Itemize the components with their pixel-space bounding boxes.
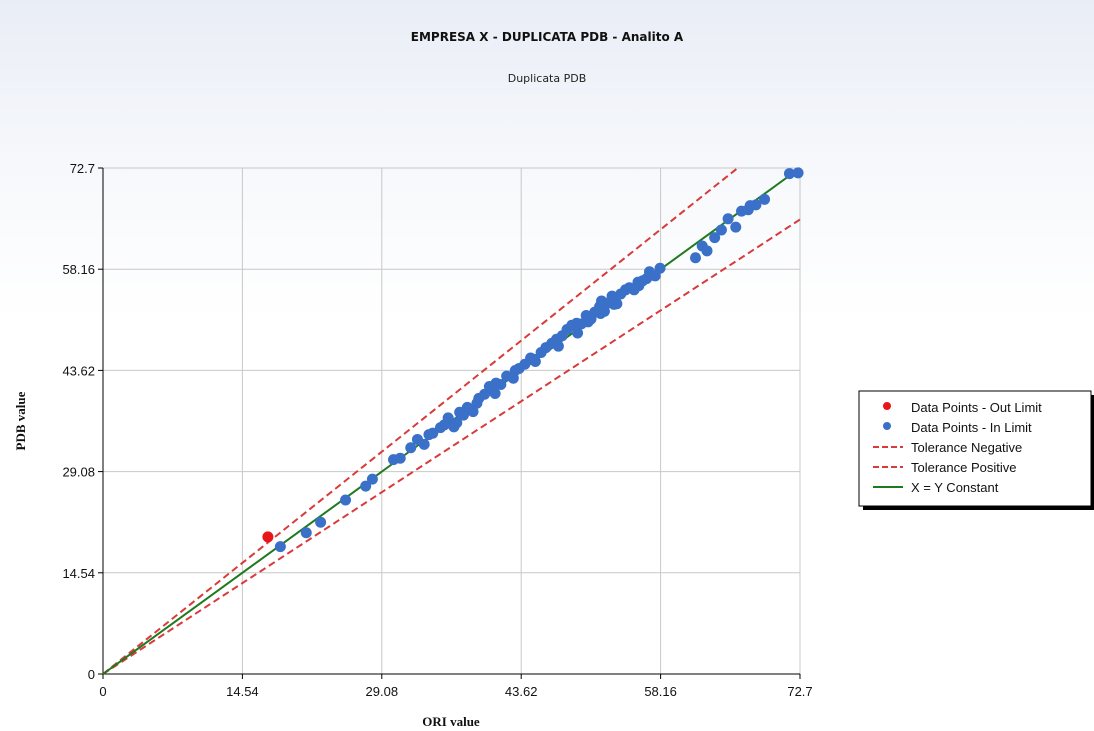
data-points-in-limit-point [701,245,713,257]
data-points-in-limit-point [418,438,430,450]
data-points-in-limit-point [490,377,502,389]
legend-label: Tolerance Positive [911,460,1017,475]
data-points-in-limit-point [438,419,450,431]
legend-item: Tolerance Negative [873,440,1022,455]
legend-item: Data Points - In Limit [883,420,1032,435]
data-points-in-limit-point [274,541,286,553]
y-tick-label: 0 [88,667,95,682]
y-tick-label: 58.16 [62,262,95,277]
data-points-in-limit-point [633,280,645,292]
data-points-in-limit-point [722,213,734,225]
legend: Data Points - Out Limit Data Points - In … [858,390,1094,510]
y-tick-label: 14.54 [62,566,95,581]
y-tick-label: 43.62 [62,363,95,378]
data-points-in-limit-point [582,316,594,328]
data-points-in-limit-point [471,397,483,409]
data-points-in-limit-point [360,480,372,492]
x-tick-label: 14.54 [226,684,259,699]
legend-label: Tolerance Negative [911,440,1022,455]
data-points-in-limit-point [451,417,463,429]
data-points-in-limit-point [715,224,727,236]
y-tick-labels: 0 14.54 29.08 43.62 58.16 72.7 [62,161,95,682]
x-axis-title: ORI value [422,714,480,729]
data-points-in-limit-point [643,266,655,278]
tolerance-negative-line [102,218,801,675]
x-tick-labels: 0 14.54 29.08 43.62 58.16 72.7 [99,684,812,699]
x-tick-label: 72.7 [787,684,812,699]
legend-label: Data Points - In Limit [911,420,1032,435]
data-points-in-limit-point [467,406,479,418]
data-points-in-limit-point [366,473,378,485]
data-points-in-limit-point [783,168,795,180]
y-axis-title: PDB value [13,391,28,450]
data-points-in-limit-point [528,353,540,365]
legend-item: Tolerance Positive [873,460,1017,475]
data-points-in-limit-point [423,429,435,441]
data-points-in-limit-point [571,317,583,329]
legend-item: Data Points - Out Limit [883,400,1042,415]
data-points-in-limit-point [394,452,406,464]
data-points-in-limit-point [595,307,607,319]
data-points [262,167,804,553]
data-points-in-limit-point [744,200,756,212]
legend-label: X = Y Constant [911,480,999,495]
legend-label: Data Points - Out Limit [911,400,1042,415]
chart-title: EMPRESA X - DUPLICATA PDB - Analito A [411,30,684,44]
data-points-in-limit-point [689,252,701,264]
data-points-in-limit-point [759,193,771,205]
tolerance-positive-line [102,167,739,675]
data-points-in-limit-point [608,298,620,310]
grid [98,167,801,679]
x-tick-label: 29.08 [366,684,399,699]
data-points-in-limit-point [315,516,327,528]
data-points-in-limit-point [509,365,521,377]
data-points-in-limit-point [457,409,469,421]
legend-swatch-dot [883,422,891,430]
x-tick-label: 0 [99,684,106,699]
data-points-in-limit-point [572,327,584,339]
legend-item: X = Y Constant [873,480,999,495]
data-points-in-limit-point [596,295,608,307]
x-tick-label: 43.62 [505,684,538,699]
data-points-in-limit-point [654,262,666,274]
data-points-out-limit-point [262,531,274,543]
x-tick-label: 58.16 [644,684,677,699]
legend-swatch-dot [883,402,891,410]
data-points-in-limit-point [552,340,564,352]
data-points-in-limit-point [730,221,742,233]
data-points-in-limit-point [300,527,312,539]
y-tick-label: 29.08 [62,465,95,480]
data-points-in-limit-point [792,167,804,179]
y-tick-label: 72.7 [70,161,95,176]
data-points-in-limit-point [405,442,417,454]
data-points-in-limit-point [709,232,721,244]
chart-subtitle: Duplicata PDB [508,72,587,85]
data-points-in-limit-point [340,494,352,506]
data-points-in-limit-point [489,388,501,400]
axes [102,168,800,675]
